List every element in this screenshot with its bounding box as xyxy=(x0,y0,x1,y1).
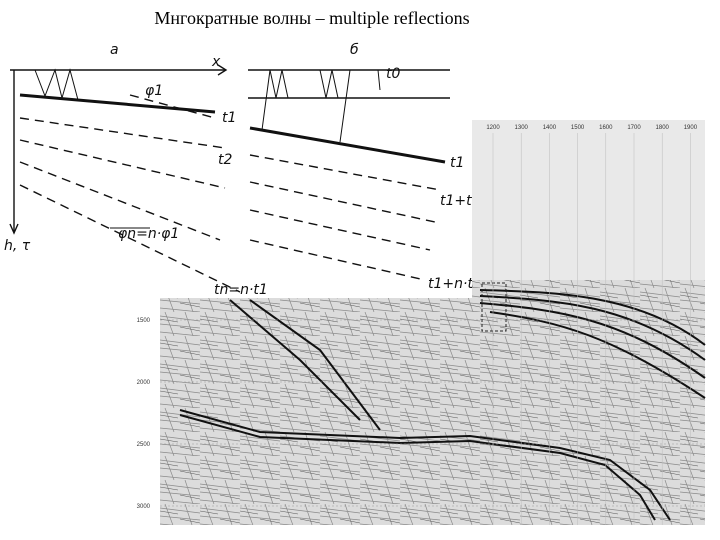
label: tn=n·t1 xyxy=(214,282,268,298)
ray-path xyxy=(261,69,381,143)
tick-label: 1800 xyxy=(656,125,670,131)
highlight-box xyxy=(481,282,507,332)
slide-title: Мнгократные волны – multiple reflections xyxy=(154,8,469,28)
seismic-section xyxy=(160,298,705,525)
tick-label: 2000 xyxy=(137,380,151,386)
label: t1 xyxy=(222,110,236,126)
tick-label: 1300 xyxy=(515,125,529,131)
tick-label: 1500 xyxy=(137,318,151,324)
seismic-section xyxy=(472,280,705,300)
tick-label: 2500 xyxy=(137,442,151,448)
seismic-header xyxy=(472,120,705,300)
label: φ1 xyxy=(145,83,163,99)
label: а xyxy=(110,42,119,58)
tick-label: 1600 xyxy=(599,125,613,131)
label: t1 xyxy=(450,155,464,171)
label: t2 xyxy=(218,152,232,168)
arrow xyxy=(217,64,228,76)
label: t1+t0 xyxy=(440,193,481,209)
tick-label: 3000 xyxy=(137,504,151,510)
label: x xyxy=(211,54,221,70)
tick-label: 1200 xyxy=(486,125,500,131)
label: t1+n·t0 xyxy=(428,276,482,292)
tick-label: 1700 xyxy=(627,125,641,131)
diagram-a xyxy=(9,64,241,293)
label: φn=n·φ1 xyxy=(118,226,179,242)
label: б xyxy=(350,42,359,58)
tick-label: 1900 xyxy=(684,125,698,131)
ray-path xyxy=(34,68,79,101)
reflector xyxy=(19,93,216,114)
tick-label: 1400 xyxy=(543,125,557,131)
diagram-b xyxy=(248,69,450,281)
label: t0 xyxy=(386,66,400,82)
multiples xyxy=(249,154,441,281)
reflector xyxy=(249,126,446,164)
label: h, τ xyxy=(4,238,31,254)
arrow xyxy=(9,223,19,235)
tick-label: 1500 xyxy=(571,125,585,131)
multiples xyxy=(19,94,241,293)
